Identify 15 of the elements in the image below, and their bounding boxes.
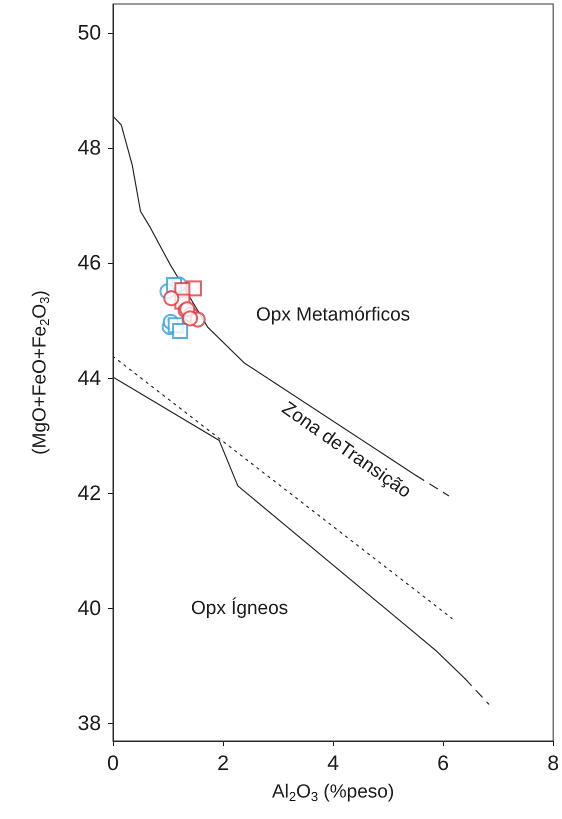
y-tick-label: 40: [78, 597, 101, 620]
x-tick-label: 0: [107, 752, 119, 775]
y-axis-title: (MgO+FeO+Fe2O3): [30, 290, 52, 455]
y-tick-label: 42: [78, 482, 101, 505]
x-tick-label: 8: [547, 752, 560, 775]
annotation: Opx Metamórficos: [256, 304, 410, 326]
y-tick-label: 50: [78, 21, 101, 44]
x-tick-label: 6: [437, 752, 449, 775]
y-tick-label: 48: [78, 136, 101, 160]
x-tick-label: 4: [327, 752, 340, 775]
annotation: Opx Ígneos: [190, 597, 288, 620]
y-tick-label: 46: [78, 252, 101, 275]
x-tick-label: 2: [217, 752, 229, 775]
y-tick-label: 38: [78, 712, 101, 736]
y-tick-label: 44: [78, 366, 102, 390]
